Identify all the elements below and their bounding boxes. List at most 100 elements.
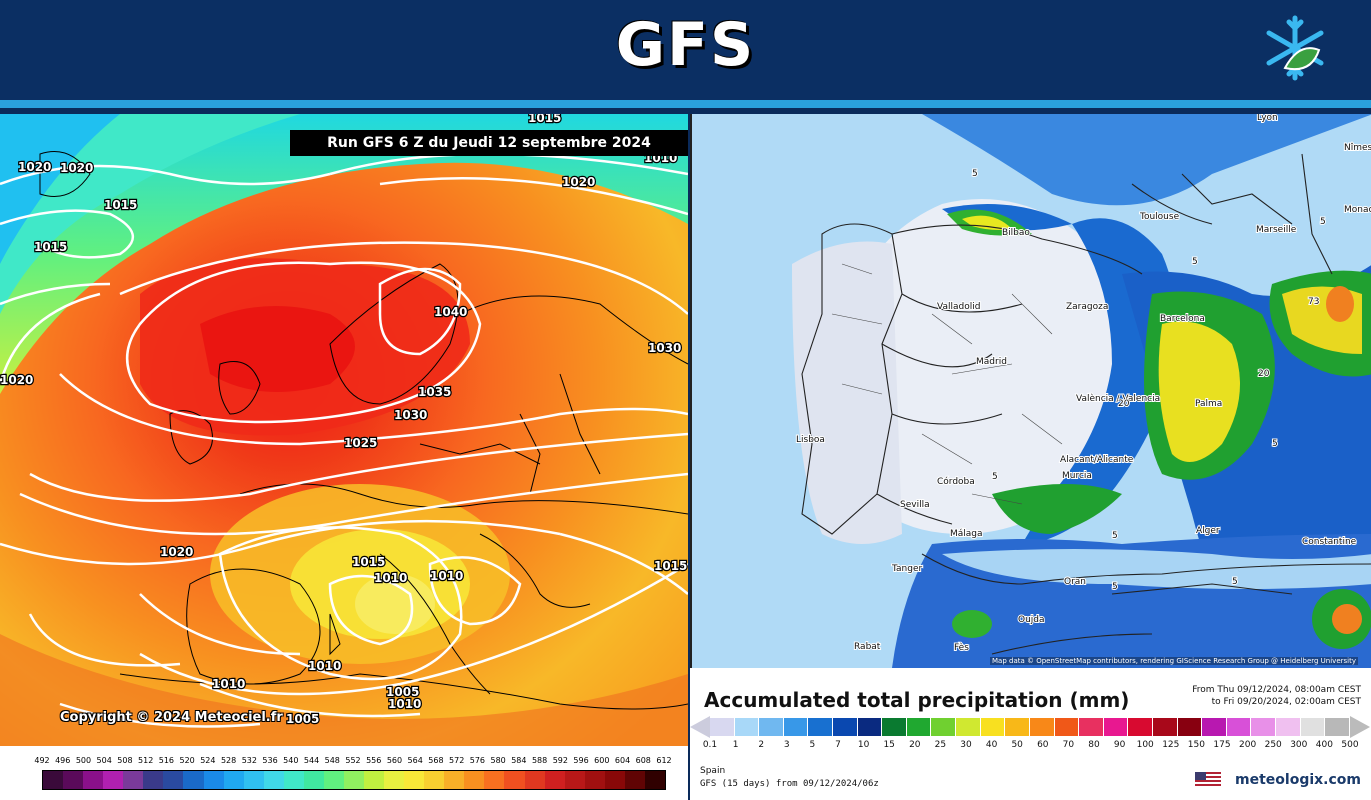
legend-swatch	[564, 771, 585, 789]
isobar-label: 1020	[0, 373, 33, 387]
legend-label: 80	[1088, 740, 1100, 750]
legend-label: 100	[1136, 740, 1154, 750]
isobar-label: 1015	[34, 240, 67, 254]
legend-label: 500	[75, 756, 92, 765]
city-label: Monaco	[1344, 205, 1371, 215]
legend-label: 70	[1062, 740, 1075, 750]
legend-swatch	[759, 718, 784, 736]
isobar-label: 1005	[286, 712, 319, 726]
legend-swatch	[1226, 718, 1252, 736]
legend-label: 400	[1315, 740, 1333, 750]
legend-swatch	[283, 771, 304, 789]
legend-swatch	[1276, 718, 1301, 736]
legend-label: 500	[1341, 740, 1359, 750]
precipitation-map-svg: Lyon Nîmes Toulouse Marseille Monaco Bil…	[692, 114, 1371, 668]
precip-number: 20	[1258, 369, 1270, 379]
city-label: Palma	[1195, 399, 1222, 409]
legend-swatch	[323, 771, 344, 789]
isobar-label: 1015	[654, 559, 687, 573]
legend-label: 125	[1162, 740, 1180, 750]
legend-swatch	[1079, 718, 1104, 736]
us-flag-icon[interactable]	[1195, 772, 1221, 788]
precip-number: 5	[1112, 582, 1118, 592]
legend-label: 10	[857, 740, 870, 750]
legend-label: 584	[511, 756, 527, 765]
legend-swatch	[303, 771, 324, 789]
legend-swatch	[710, 718, 735, 736]
legend-swatch	[484, 771, 505, 789]
isobar-label: 1020	[60, 161, 93, 175]
legend-label: 7	[835, 740, 841, 750]
isobar-label: 1030	[394, 408, 427, 422]
city-label: Alacant/Alicante	[1060, 455, 1134, 465]
city-label: Murcia	[1062, 471, 1092, 481]
isobar-label: 1035	[418, 385, 451, 399]
brand-logo[interactable]: meteologix.com	[1235, 772, 1361, 788]
legend-label: 60	[1037, 740, 1049, 750]
precip-number: 20	[1118, 399, 1130, 409]
date-range: From Thu 09/12/2024, 08:00am CEST to Fri…	[1192, 684, 1361, 708]
copyright-text: Copyright © 2024 Meteociel.fr	[60, 710, 283, 725]
legend-label: 540	[283, 756, 299, 765]
city-label: Bilbao	[1002, 228, 1030, 238]
header-bar: GFS	[0, 0, 1371, 100]
precipitation-legend-labels: 0.1 1 2 3 5 7 10 15 20 25 30 40 50 60 70 80 90 100 125 150 1…	[703, 740, 1359, 754]
isobar-label: 1030	[648, 341, 681, 355]
geopotential-legend-labels: 492 496 500 504 508 512 516 520 524 528 532 536 540 5…	[34, 756, 671, 768]
legend-label: 1	[732, 740, 739, 750]
legend-swatch	[931, 718, 957, 736]
legend-label: 524	[200, 756, 216, 765]
legend-label: 532	[241, 756, 257, 765]
legend-swatch	[524, 771, 545, 789]
legend-swatch	[1152, 718, 1178, 736]
legend-swatch	[1128, 718, 1153, 736]
city-label: Oujda	[1018, 615, 1045, 625]
legend-label: 564	[407, 756, 423, 765]
legend-label: 536	[262, 756, 278, 765]
legend-swatch	[103, 771, 124, 789]
legend-swatch	[644, 771, 665, 789]
city-label: Nîmes	[1344, 143, 1371, 153]
legend-label: 0.1	[702, 740, 718, 750]
legend-swatch	[424, 771, 445, 789]
legend-swatch	[1325, 718, 1350, 736]
legend-swatch	[63, 771, 84, 789]
legend-swatch	[584, 771, 605, 789]
legend-label: 20	[909, 740, 921, 750]
legend-swatch	[1054, 718, 1080, 736]
date-from: From Thu 09/12/2024, 08:00am CEST	[1192, 685, 1361, 695]
run-info-label: Run GFS 6 Z du Jeudi 12 septembre 2024	[290, 130, 688, 156]
legend-label: 250	[1264, 740, 1282, 750]
legend-label: 5	[809, 740, 816, 750]
isobar-label: 1015	[104, 198, 137, 212]
legend-label: 608	[635, 756, 651, 765]
legend-swatch	[734, 718, 760, 736]
isobar-label: 1015	[528, 114, 561, 125]
legend-swatch	[123, 771, 144, 789]
legend-swatch	[243, 771, 264, 789]
isobar-label: 1010	[308, 659, 341, 673]
city-label: Valladolid	[937, 302, 980, 312]
legend-swatch	[808, 718, 834, 736]
legend-label: 150	[1187, 740, 1205, 750]
precipitation-color-bar	[710, 718, 1350, 736]
isobar-label: 1010	[212, 677, 245, 691]
legend-label: 496	[55, 756, 71, 765]
isobar-label: 1040	[434, 305, 467, 319]
city-label: Lisboa	[796, 435, 825, 445]
legend-label: 2	[758, 740, 765, 750]
legend-swatch	[364, 771, 385, 789]
city-label: Toulouse	[1139, 212, 1180, 222]
precip-number: 5	[1192, 257, 1198, 267]
precip-number: 5	[1320, 217, 1326, 227]
legend-left-arrow-icon	[690, 716, 710, 738]
date-to: to Fri 09/20/2024, 02:00am CEST	[1211, 697, 1361, 707]
precipitation-legend: Accumulated total precipitation (mm) Fro…	[690, 668, 1371, 800]
legend-swatch	[1005, 718, 1030, 736]
legend-swatch	[783, 718, 809, 736]
legend-title: Accumulated total precipitation (mm)	[704, 688, 1130, 712]
city-label: Madrid	[976, 357, 1007, 367]
city-label: Alger	[1196, 526, 1220, 536]
legend-label: 560	[386, 756, 403, 765]
isobar-label: 1015	[352, 555, 385, 569]
